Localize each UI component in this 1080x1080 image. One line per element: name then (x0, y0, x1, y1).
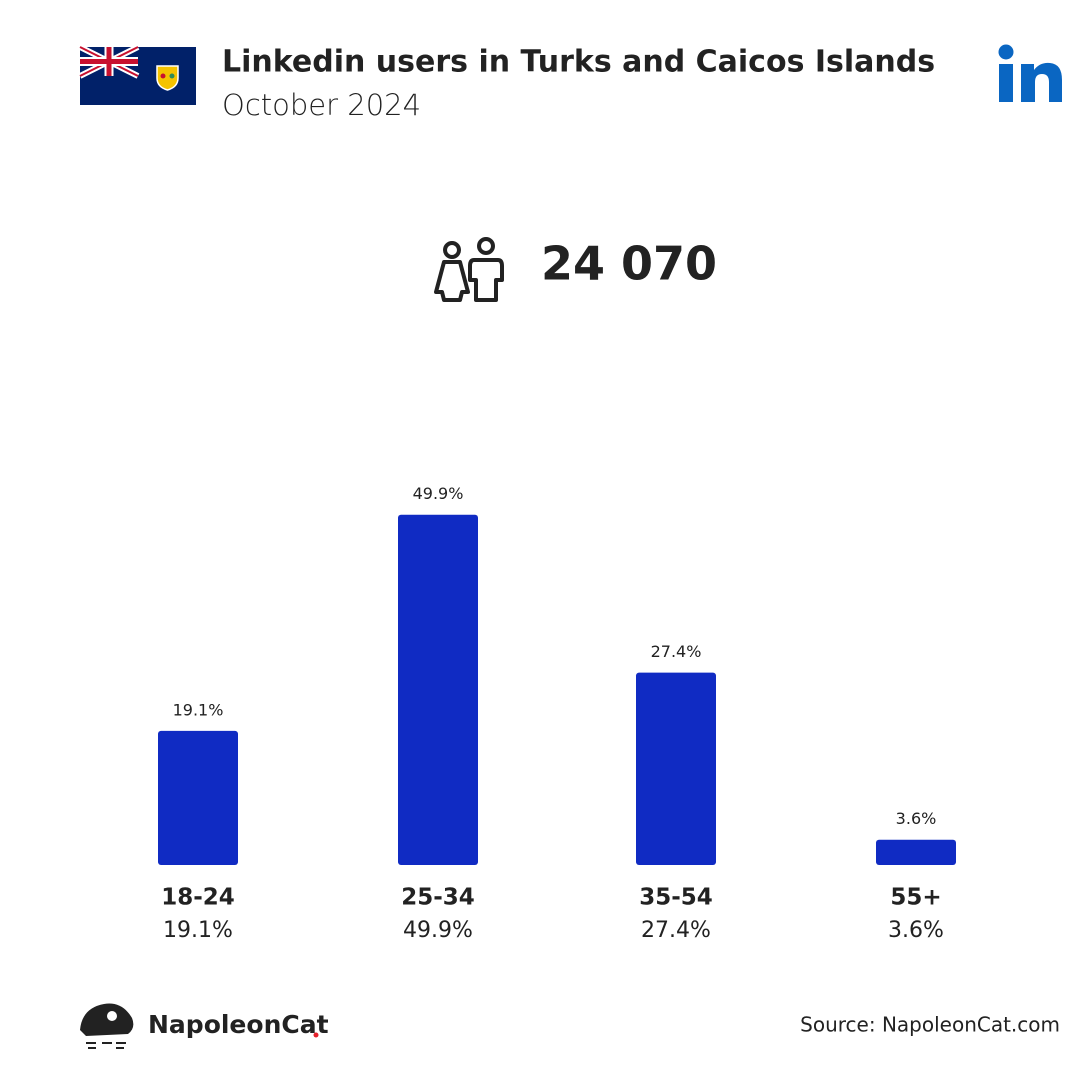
bar (158, 730, 238, 865)
flag (78, 44, 196, 105)
data-label: 19.1% (173, 700, 224, 719)
total-users: 24 070 (541, 237, 717, 291)
data-label: 3.6% (896, 809, 937, 828)
data-label: 27.4% (651, 642, 702, 661)
bar (398, 514, 478, 865)
users-icon (434, 237, 504, 302)
brand-logo (80, 1003, 319, 1049)
source: Source: NapoleonCat.com (800, 1013, 1060, 1037)
brand-name: NapoleonCat (148, 1010, 329, 1039)
x-tick-label: 35-54 (639, 885, 713, 911)
linkedin-logo (998, 44, 1062, 102)
category-share: 27.4% (641, 918, 711, 943)
category-share: 49.9% (403, 918, 473, 943)
bar (876, 839, 956, 865)
x-tick-label: 55+ (890, 885, 941, 911)
data-label: 49.9% (413, 484, 464, 503)
category-share: 19.1% (163, 918, 233, 943)
x-tick-label: 18-24 (161, 885, 235, 911)
bar (636, 672, 716, 865)
category-share: 3.6% (888, 918, 944, 943)
x-tick-label: 25-34 (401, 885, 475, 911)
chart-subtitle: October 2024 (222, 88, 421, 122)
plot: 19.1% 18-24 19.1% 49.9% 25-34 49.9% 27.4% 35-54… (158, 484, 956, 943)
chart-title: Linkedin users in Turks and Caicos Islan… (222, 45, 935, 80)
